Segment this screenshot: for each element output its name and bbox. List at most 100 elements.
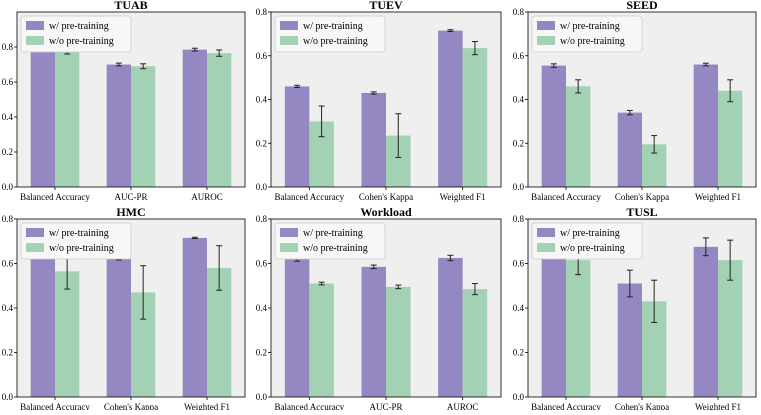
- bar-with-pretraining: [617, 112, 642, 187]
- legend-label: w/ pre-training: [49, 21, 109, 32]
- panel-title: HMC: [116, 205, 145, 219]
- bar-with-pretraining: [438, 30, 463, 187]
- y-tick-label: 0.4: [256, 303, 268, 313]
- legend-label: w/ pre-training: [303, 228, 363, 239]
- panel-tusl: 0.0 0.2 0.4 0.6 0.8 Balanced Accuracy Cohen's …: [513, 205, 757, 412]
- legend-swatch-with: [26, 21, 44, 30]
- x-tick-label: Cohen's Kappa: [615, 192, 669, 202]
- legend-swatch-with: [280, 228, 298, 237]
- legend-swatch-with: [26, 228, 44, 237]
- plot-frame: [270, 218, 502, 398]
- x-tick-label: Weighted F1: [695, 192, 741, 202]
- y-tick-label: 0.0: [256, 392, 268, 402]
- y-tick-label: 0.4: [513, 303, 525, 313]
- plot-frame: [527, 11, 757, 188]
- x-tick-label: Weighted F1: [440, 192, 486, 202]
- y-tick-label: 0.4: [256, 95, 268, 105]
- plot-frame: [270, 11, 502, 188]
- legend-swatch-with: [280, 21, 298, 30]
- plot-frame: [527, 218, 757, 398]
- bar-with-pretraining: [361, 92, 386, 187]
- legend-label: w/ pre-training: [303, 21, 363, 32]
- bar-with-pretraining: [106, 64, 131, 187]
- x-tick-label: Balanced Accuracy: [274, 192, 344, 202]
- bar-without-pretraining: [309, 283, 334, 397]
- y-tick-label: 0.4: [2, 303, 14, 313]
- bar-without-pretraining: [462, 48, 488, 187]
- y-tick-label: 0.8: [256, 214, 268, 224]
- x-tick-label: Cohen's Kappa: [615, 402, 669, 410]
- legend-box: [274, 222, 386, 260]
- legend: w/ pre-training w/o pre-training: [20, 15, 132, 53]
- bar-with-pretraining: [182, 237, 207, 397]
- bar-without-pretraining: [386, 286, 411, 397]
- y-tick-label: 0.2: [513, 138, 524, 148]
- panel-title: TUAB: [114, 0, 147, 12]
- legend-label: w/o pre-training: [303, 36, 368, 47]
- y-tick-label: 0.6: [513, 51, 525, 61]
- bar-with-pretraining: [106, 259, 131, 397]
- y-tick-label: 0.8: [2, 42, 14, 52]
- y-tick-label: 0.8: [513, 7, 525, 17]
- panel-tuev: 0.0 0.2 0.4 0.6 0.8 Balanced Accuracy Cohen's …: [256, 0, 502, 202]
- bar-with-pretraining: [30, 49, 55, 187]
- panel-title: TUSL: [626, 205, 657, 219]
- x-tick-label: Balanced Accuracy: [274, 402, 344, 410]
- bar-with-pretraining: [693, 64, 718, 187]
- bar-without-pretraining: [566, 260, 591, 397]
- y-tick-label: 0.2: [2, 147, 13, 157]
- y-tick-label: 0.0: [256, 182, 268, 192]
- plot-frame: [16, 11, 246, 188]
- y-tick-label: 0.2: [256, 348, 267, 358]
- legend-swatch-with: [537, 228, 555, 237]
- x-tick-label: Balanced Accuracy: [20, 192, 90, 202]
- legend: w/ pre-training w/o pre-training: [274, 15, 386, 53]
- legend-swatch-without: [280, 36, 298, 45]
- legend: w/ pre-training w/o pre-training: [531, 15, 643, 53]
- legend-label: w/ pre-training: [560, 21, 620, 32]
- legend-swatch-with: [537, 21, 555, 30]
- legend-box: [20, 15, 132, 53]
- bar-with-pretraining: [182, 49, 207, 187]
- legend-swatch-without: [537, 36, 555, 45]
- y-tick-label: 0.2: [2, 348, 13, 358]
- panel-title: Workload: [360, 205, 412, 219]
- y-tick-label: 0.4: [513, 95, 525, 105]
- bar-with-pretraining: [361, 266, 386, 397]
- bar-without-pretraining: [566, 86, 591, 187]
- legend-label: w/ pre-training: [560, 228, 620, 239]
- y-tick-label: 0.0: [2, 182, 14, 192]
- bar-without-pretraining: [131, 66, 156, 187]
- x-tick-label: AUC-PR: [114, 192, 147, 202]
- legend-label: w/o pre-training: [303, 243, 368, 254]
- legend-box: [531, 222, 643, 260]
- bar-with-pretraining: [693, 246, 718, 397]
- x-tick-label: Balanced Accuracy: [531, 402, 601, 410]
- y-tick-label: 0.0: [513, 392, 525, 402]
- plot-frame: [16, 218, 246, 398]
- y-tick-label: 0.0: [513, 182, 525, 192]
- legend-box: [20, 222, 132, 260]
- x-tick-label: Balanced Accuracy: [20, 402, 90, 410]
- y-tick-label: 0.4: [2, 112, 14, 122]
- y-tick-label: 0.6: [2, 259, 14, 269]
- panel-title: TUEV: [369, 0, 403, 12]
- legend-box: [531, 15, 643, 53]
- legend: w/ pre-training w/o pre-training: [274, 222, 386, 260]
- bar-without-pretraining: [55, 52, 80, 187]
- y-tick-label: 0.6: [2, 77, 14, 87]
- legend-label: w/o pre-training: [49, 36, 114, 47]
- bar-with-pretraining: [541, 65, 566, 187]
- legend-label: w/o pre-training: [560, 36, 625, 47]
- x-tick-label: Cohen's Kappa: [104, 402, 158, 410]
- y-tick-label: 0.2: [513, 348, 524, 358]
- legend-swatch-without: [537, 243, 555, 252]
- panel-seed: 0.0 0.2 0.4 0.6 0.8 Balanced Accuracy Cohen's …: [513, 0, 757, 202]
- legend-label: w/o pre-training: [49, 243, 114, 254]
- y-tick-label: 0.2: [256, 138, 267, 148]
- panel-workload: 0.0 0.2 0.4 0.6 0.8 Balanced Accuracy AUC-PR AU…: [256, 205, 502, 412]
- y-tick-label: 0.6: [513, 259, 525, 269]
- legend-swatch-without: [280, 243, 298, 252]
- bar-with-pretraining: [284, 259, 310, 397]
